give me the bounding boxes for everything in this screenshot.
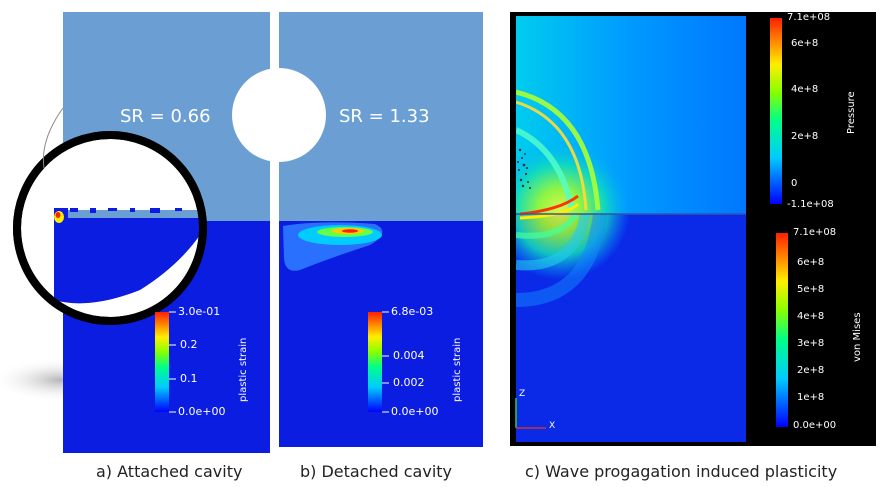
pressure-tick-1: 6e+8 bbox=[791, 38, 819, 49]
panel-b-sr-label: SR = 1.33 bbox=[339, 106, 430, 127]
panel-b-colorbar bbox=[368, 312, 382, 412]
panel-b-colorbar-title: plastic strain bbox=[452, 337, 463, 402]
axis-triad bbox=[515, 398, 546, 429]
pressure-tick-4: 0 bbox=[791, 178, 798, 189]
vonmises-tick-1: 6e+8 bbox=[797, 257, 825, 268]
panel-a-colorbar bbox=[155, 312, 169, 412]
axis-z-label: Z bbox=[519, 389, 526, 399]
detached-cavity-bubble bbox=[232, 68, 326, 162]
panel-a-colorbar-title: plastic strain bbox=[238, 337, 249, 402]
vonmises-colorbar bbox=[776, 233, 788, 427]
vonmises-tick-0: 7.1e+08 bbox=[793, 227, 837, 238]
panel-a-tick-2: 0.1 bbox=[180, 372, 198, 385]
vonmises-tick-6: 1e+8 bbox=[797, 392, 825, 403]
vonmises-tick-3: 4e+8 bbox=[797, 311, 825, 322]
panel-b-tick-3: 0.0e+00 bbox=[391, 405, 439, 418]
panel-b-strain-region bbox=[283, 222, 383, 271]
panel-a-tick-0: 3.0e-01 bbox=[178, 305, 221, 318]
pressure-tick-0: 7.1e+08 bbox=[787, 12, 831, 23]
pressure-tick-5: -1.1e+08 bbox=[787, 199, 834, 210]
panel-a-faint-outline bbox=[42, 107, 64, 169]
panel-a-sr-label: SR = 0.66 bbox=[120, 106, 211, 127]
panel-a-tick-1: 0.2 bbox=[180, 338, 198, 351]
pressure-tick-2: 4e+8 bbox=[791, 84, 819, 95]
panel-a-caption: a) Attached cavity bbox=[96, 462, 243, 481]
panel-b-tick-2: 0.002 bbox=[393, 376, 425, 389]
vonmises-tick-5: 2e+8 bbox=[797, 365, 825, 376]
vonmises-tick-7: 0.0e+00 bbox=[793, 420, 837, 431]
panel-b-caption: b) Detached cavity bbox=[300, 462, 453, 481]
vonmises-colorbar-title: von Mises bbox=[852, 312, 863, 362]
vonmises-tick-4: 3e+8 bbox=[797, 338, 825, 349]
panel-c bbox=[510, 12, 876, 446]
pressure-tick-3: 2e+8 bbox=[791, 131, 819, 142]
vonmises-tick-2: 5e+8 bbox=[797, 284, 825, 295]
panel-b bbox=[232, 12, 483, 447]
panel-b-tick-1: 0.004 bbox=[393, 349, 425, 362]
pressure-colorbar bbox=[770, 18, 782, 204]
panel-b-tick-0: 6.8e-03 bbox=[391, 305, 434, 318]
pressure-colorbar-title: Pressure bbox=[846, 91, 857, 134]
zoom-circle-content bbox=[54, 208, 202, 304]
panel-c-caption: c) Wave progagation induced plasticity bbox=[525, 462, 838, 481]
panel-a-tick-3: 0.0e+00 bbox=[178, 405, 226, 418]
axis-x-label: X bbox=[549, 421, 556, 431]
panel-a bbox=[0, 12, 270, 453]
